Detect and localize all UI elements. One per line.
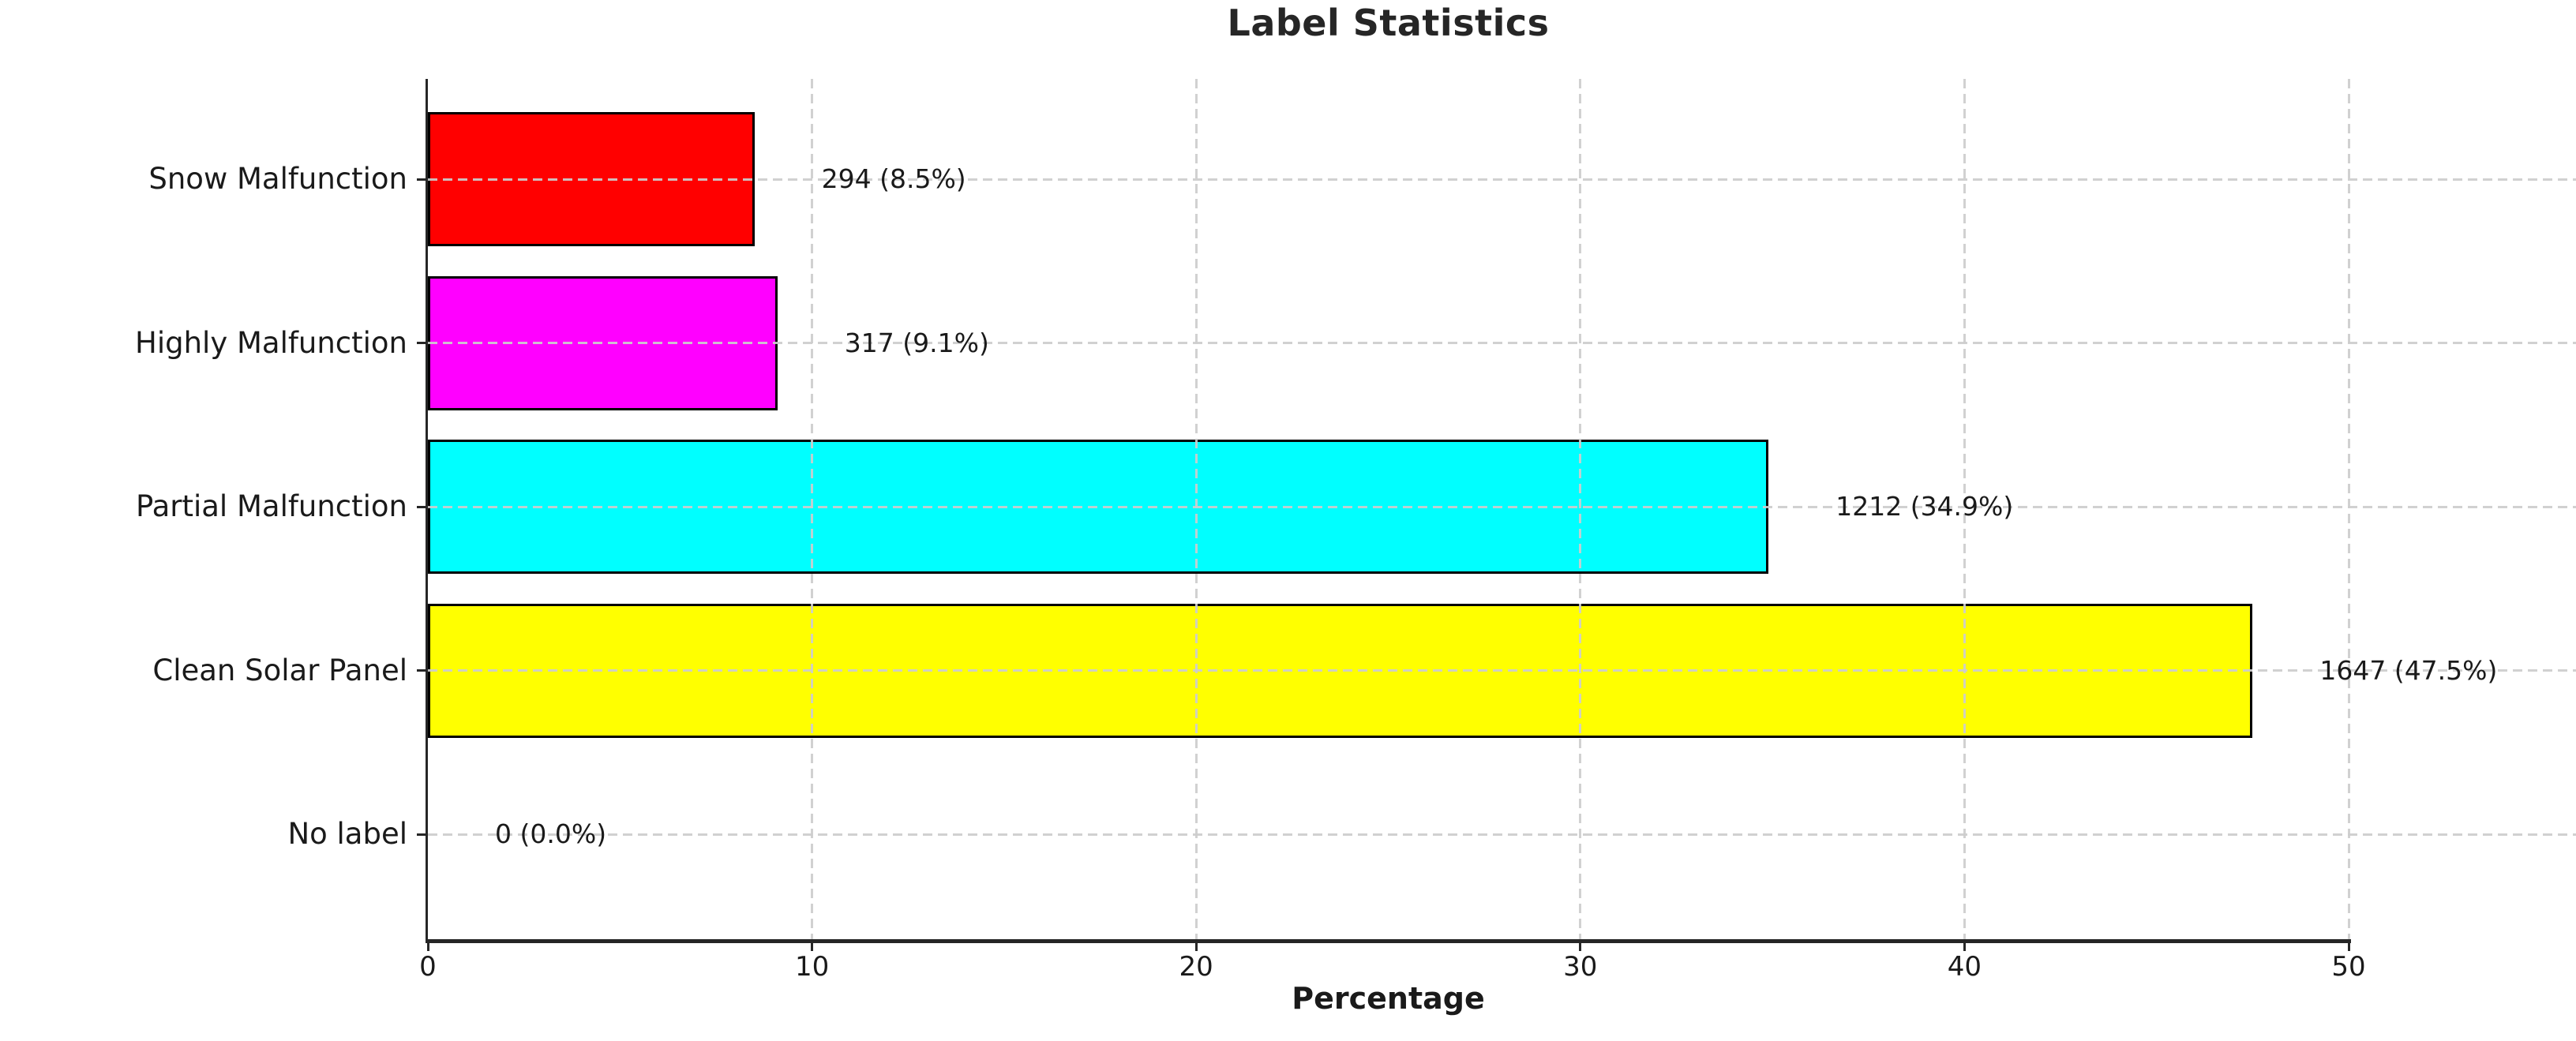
y-axis-spine — [426, 79, 428, 943]
y-tick-mark — [417, 178, 428, 181]
x-gridline — [1963, 79, 1966, 940]
bar-value-label: 1647 (47.5%) — [2319, 654, 2498, 686]
bar-value-label: 317 (9.1%) — [844, 327, 989, 358]
category-label: Highly Malfunction — [135, 325, 407, 360]
x-tick-label: 0 — [419, 951, 437, 983]
x-tick-mark — [426, 940, 429, 951]
bar-value-label: 1212 (34.9%) — [1835, 491, 2014, 522]
x-tick-label: 10 — [794, 951, 830, 983]
x-tick-label: 40 — [1947, 951, 1982, 983]
y-tick-mark — [417, 505, 428, 508]
category-label: Clean Solar Panel — [152, 653, 407, 687]
x-gridline — [1579, 79, 1582, 940]
x-gridline — [1194, 79, 1198, 940]
x-gridline — [811, 79, 814, 940]
y-tick-mark — [417, 833, 428, 836]
x-gridline — [2347, 79, 2350, 940]
x-axis-label: Percentage — [1292, 981, 1485, 1016]
y-gridline — [428, 342, 2576, 344]
x-tick-mark — [1579, 940, 1582, 951]
bar-value-label: 294 (8.5%) — [821, 163, 966, 194]
category-label: Snow Malfunction — [148, 162, 407, 196]
y-gridline — [428, 833, 2576, 836]
y-gridline — [428, 669, 2576, 672]
x-axis-spine — [426, 939, 2351, 943]
category-label: Partial Malfunction — [135, 489, 407, 523]
x-tick-mark — [811, 940, 814, 951]
y-tick-mark — [417, 342, 428, 344]
x-tick-mark — [1194, 940, 1198, 951]
chart-title: Label Statistics — [1227, 2, 1550, 44]
x-tick-label: 50 — [2331, 951, 2366, 983]
x-tick-mark — [2347, 940, 2350, 951]
bar-value-label: 0 (0.0%) — [495, 818, 607, 849]
y-gridline — [428, 505, 2576, 508]
x-tick-label: 30 — [1563, 951, 1598, 983]
category-label: No label — [287, 817, 407, 851]
y-tick-mark — [417, 669, 428, 672]
x-tick-label: 20 — [1179, 951, 1213, 983]
x-tick-mark — [1963, 940, 1966, 951]
y-gridline — [428, 178, 2576, 181]
